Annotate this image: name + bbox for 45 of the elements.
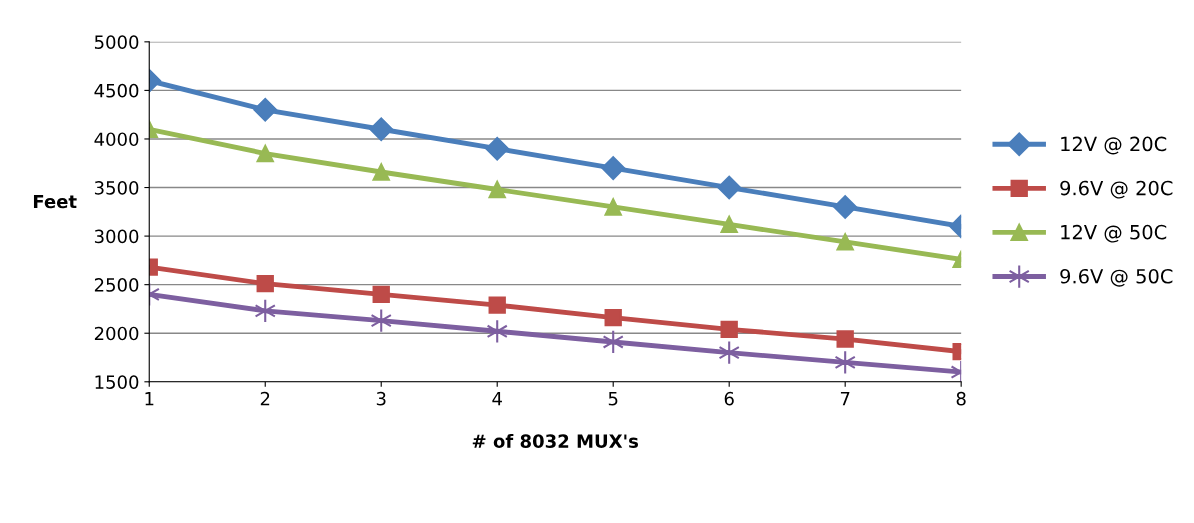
point [254,298,276,324]
x-tick-label: 1 [145,392,154,406]
x-axis-title: # of 8032 MUX's [472,433,639,448]
x-tick-label: 2 [260,391,270,406]
y-tick-label: 3000 [94,229,139,244]
x-tick-label: 3 [376,391,386,406]
x-tick-label: 5 [608,392,618,406]
legend-label: 12V @ 50C [1061,224,1167,243]
point [256,275,274,293]
point [488,180,506,199]
point [836,330,854,348]
x-tick-label: 4 [492,392,502,406]
point [604,198,622,216]
point [602,329,624,355]
point [720,215,738,234]
point [253,97,278,122]
point [601,156,626,180]
y-axis-title: Feet [33,194,77,209]
x-tick-label: 6 [724,391,734,406]
point [488,296,506,314]
y-tick-label: 2500 [94,278,139,292]
x-tick-label: 8 [956,391,966,406]
point [372,285,390,304]
point [604,309,622,327]
y-tick-label: 4500 [94,83,139,98]
point [718,340,740,365]
x-tick-label: 7 [840,392,850,406]
point [370,308,392,333]
point [372,163,390,181]
point [720,320,738,339]
y-tick-label: 3500 [94,180,139,195]
point [369,117,394,142]
point [833,195,858,219]
point [256,144,274,163]
y-tick-label: 4000 [94,132,139,147]
point [717,175,742,200]
point [836,233,854,251]
y-tick-label: 5000 [94,35,139,49]
legend-label: 12V @ 20C [1061,136,1167,155]
y-tick-label: 1500 [95,375,139,389]
legend-label: 9.6V @ 50C [1060,268,1173,287]
point [485,136,510,161]
legend-label: 9.6V @ 20C [1060,180,1173,199]
y-tick-label: 2000 [94,326,139,341]
point [486,319,508,344]
